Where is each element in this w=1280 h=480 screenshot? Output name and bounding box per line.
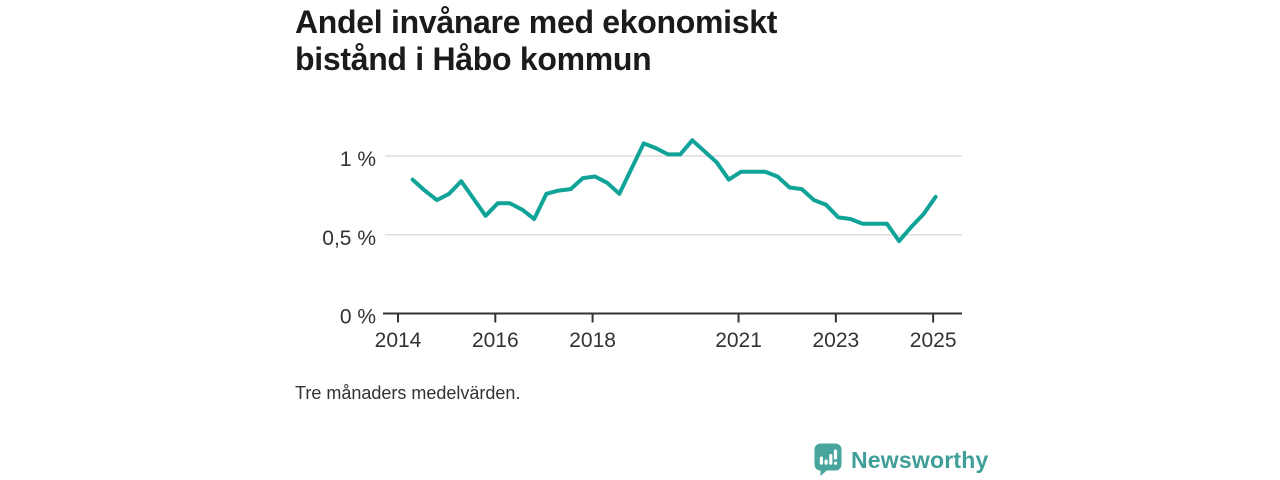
x-tick-label: 2023 (812, 329, 859, 352)
x-tick-label: 2016 (472, 329, 519, 352)
x-tick-label: 2014 (375, 329, 422, 352)
y-tick-label: 0,5 % (322, 227, 376, 250)
data-series (410, 138, 938, 244)
footnote: Tre månaders medelvärden. (295, 383, 521, 403)
newsworthy-logo: Newsworthy (814, 443, 988, 477)
line-chart: 0 % 0,5 % 1 % 2014 2016 2018 2021 2023 2025 (322, 138, 962, 352)
x-axis-ticks (397, 314, 935, 323)
newsworthy-speech-bubble-bar-chart-icon (814, 443, 842, 476)
y-tick-label: 1 % (340, 148, 376, 171)
page-title-line-1: Andel invånare med ekonomiskt (295, 4, 778, 40)
y-axis-tick-labels: 0 % 0,5 % 1 % (322, 148, 376, 329)
page-title: Andel invånare med ekonomiskt bistånd i … (295, 4, 995, 78)
x-axis-tick-labels: 2014 2016 2018 2021 2023 2025 (375, 329, 957, 352)
x-tick-label: 2021 (715, 329, 762, 352)
y-tick-label: 0 % (340, 306, 376, 329)
newsworthy-wordmark: Newsworthy (851, 446, 989, 473)
chart-line (410, 138, 938, 244)
x-tick-label: 2025 (910, 329, 957, 352)
page-title-line-2: bistånd i Håbo kommun (295, 41, 652, 77)
x-tick-label: 2018 (569, 329, 616, 352)
